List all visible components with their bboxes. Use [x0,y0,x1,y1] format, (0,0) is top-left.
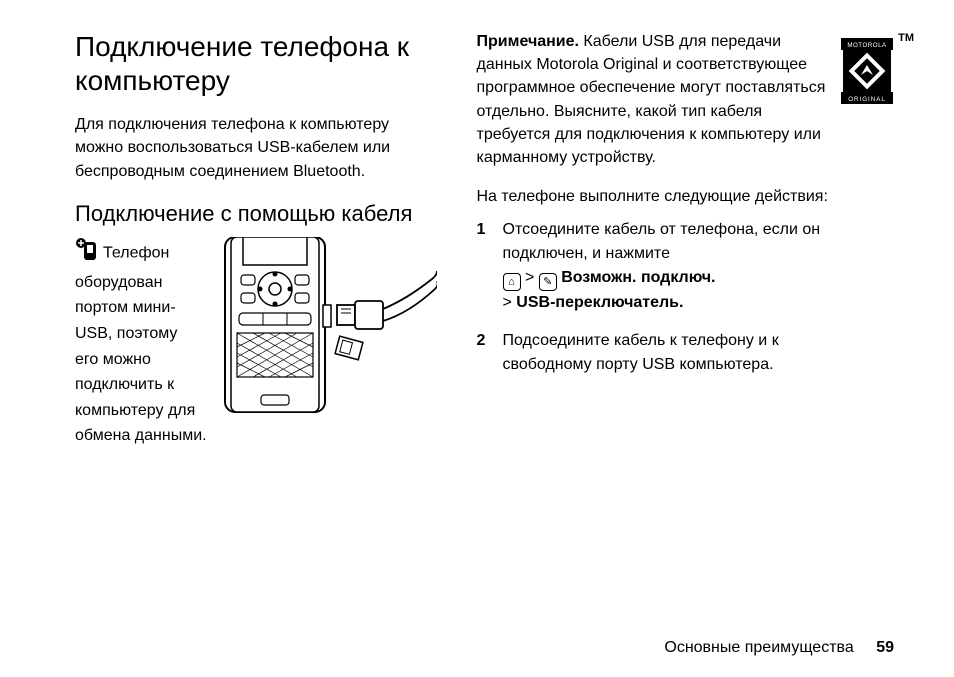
actions-intro: На телефоне выполните следующие действия… [477,185,839,208]
note-label: Примечание. [477,33,579,50]
logo-sub-text: ORIGINAL [848,96,886,103]
step-2: Подсоедините кабель к телефону и к свобо… [477,329,839,377]
step-2-text: Подсоедините кабель к телефону и к свобо… [503,332,779,373]
home-icon: ⌂ [503,273,521,291]
note-text: Кабели USB для передачи данных Motorola … [477,33,826,166]
right-column: Примечание. Кабели USB для передачи данн… [477,30,895,449]
note-paragraph: Примечание. Кабели USB для передачи данн… [477,30,839,169]
intro-paragraph: Для подключения телефона к компьютеру мо… [75,113,437,183]
step-1-path-b: USB-переключатель. [516,294,683,311]
phone-badge-icon [75,237,99,270]
left-column: Подключение телефона к компьютеру Для по… [75,30,437,449]
tm-mark: TM [898,32,914,44]
cable-section-body: Телефон оборудован портом мини-USB, поэт… [75,237,437,449]
page-footer: Основные преимущества 59 [664,639,894,657]
logo-svg: MOTOROLA ORIGINAL [841,38,893,104]
steps-list: Отсоедините кабель от телефона, если он … [477,218,839,377]
two-column-layout: Подключение телефона к компьютеру Для по… [75,30,894,449]
logo-brand-text: MOTOROLA [847,42,887,49]
step-1-text: Отсоедините кабель от телефона, если он … [503,221,821,262]
step-1: Отсоедините кабель от телефона, если он … [477,218,839,315]
motorola-original-logo: TM MOTOROLA ORIGINAL [838,38,896,109]
step-1-path-a: Возможн. подключ. [561,269,715,286]
page-title: Подключение телефона к компьютеру [75,30,437,97]
phone-usb-illustration [207,237,437,417]
footer-section: Основные преимущества [664,639,853,656]
subheading: Подключение с помощью кабеля [75,201,437,227]
page-number: 59 [876,639,894,656]
menu-icon: ✎ [539,273,557,291]
